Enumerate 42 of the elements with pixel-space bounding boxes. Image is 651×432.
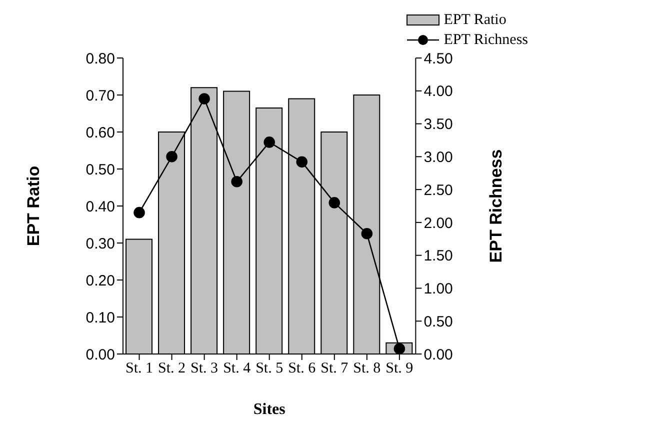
point <box>328 197 340 208</box>
y-tick-label: 0.80 <box>86 50 115 68</box>
point <box>134 206 145 218</box>
x-axis-title: Sites <box>253 401 286 418</box>
y2-tick-label: 3.00 <box>424 148 453 166</box>
y2-tick-label: 0.00 <box>424 346 453 364</box>
y2-tick-label: 1.00 <box>424 280 453 298</box>
y2-tick-label: 3.50 <box>424 116 453 134</box>
y-tick-label: 0.20 <box>86 272 115 290</box>
legend-label: EPT Ratio <box>444 12 506 28</box>
y-tick-label: 0.40 <box>86 198 115 216</box>
point <box>198 93 210 104</box>
y2-tick-label: 4.50 <box>424 50 453 68</box>
x-tick-label: St. 1 <box>126 360 154 377</box>
y-tick-label: 0.50 <box>86 161 115 178</box>
y-tick-label: 0.30 <box>86 235 115 252</box>
y2-tick-label: 2.50 <box>424 182 453 199</box>
point <box>166 151 178 162</box>
point <box>361 228 373 240</box>
y2-tick-label: 0.50 <box>424 313 453 330</box>
point <box>296 156 308 168</box>
x-tick-label: St. 2 <box>158 360 186 377</box>
y2-axis-title: EPT Richness <box>486 149 506 263</box>
y-tick-label: 0.60 <box>86 124 115 142</box>
y-tick-label: 0.00 <box>86 346 115 364</box>
x-tick-label: St. 3 <box>190 360 218 377</box>
y-tick-label: 0.70 <box>86 87 115 104</box>
y2-tick-label: 2.00 <box>424 214 453 232</box>
y2-tick-label: 4.00 <box>424 83 453 100</box>
y2-tick-label: 1.50 <box>424 248 453 265</box>
point <box>231 176 242 188</box>
x-tick-label: St. 5 <box>256 360 284 377</box>
x-tick-label: St. 8 <box>353 360 381 377</box>
y-tick-label: 0.10 <box>86 309 115 326</box>
point <box>394 343 406 354</box>
point <box>264 136 275 148</box>
y-axis-title: EPT Ratio <box>24 166 44 246</box>
x-tick-label: St. 7 <box>320 360 349 377</box>
x-tick-label: St. 9 <box>386 360 414 377</box>
x-tick-label: St. 6 <box>288 360 316 377</box>
legend-label: EPT Richness <box>444 32 528 48</box>
x-tick-label: St. 4 <box>223 360 252 377</box>
